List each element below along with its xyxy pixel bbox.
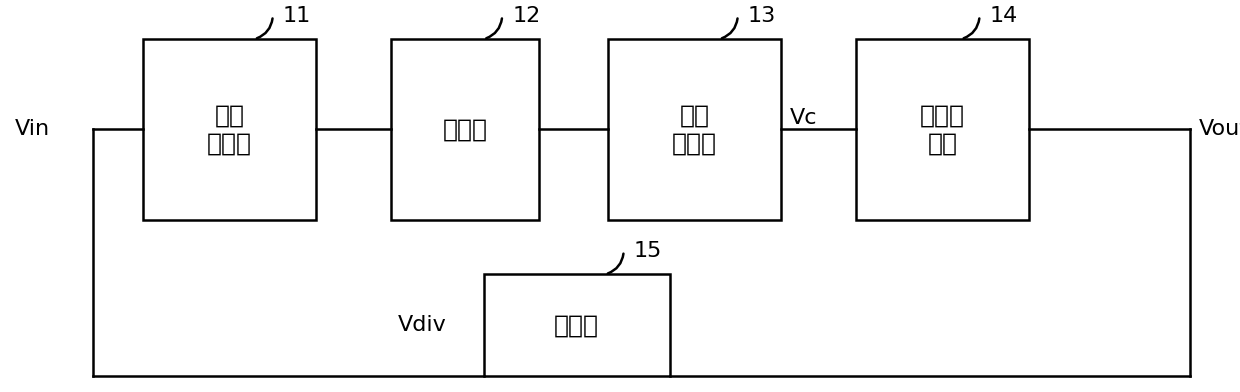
- Text: 环路
滤波器: 环路 滤波器: [672, 103, 717, 155]
- Text: 13: 13: [748, 5, 776, 26]
- Text: 鉴频
鉴相器: 鉴频 鉴相器: [207, 103, 252, 155]
- Text: 分频器: 分频器: [554, 313, 599, 338]
- Text: Vin: Vin: [15, 118, 50, 139]
- Bar: [391, 39, 539, 220]
- Bar: [856, 39, 1029, 220]
- Text: 12: 12: [512, 5, 541, 26]
- Text: 电荷泵: 电荷泵: [443, 117, 487, 142]
- Text: 14: 14: [990, 5, 1018, 26]
- Bar: [608, 39, 781, 220]
- Text: 压控振
荡器: 压控振 荡器: [920, 103, 965, 155]
- Bar: [143, 39, 316, 220]
- Bar: [484, 274, 670, 376]
- Text: Vout: Vout: [1199, 118, 1240, 139]
- Text: Vdiv: Vdiv: [398, 315, 446, 336]
- Text: 11: 11: [283, 5, 311, 26]
- Text: Vc: Vc: [790, 107, 817, 128]
- Text: 15: 15: [634, 241, 662, 261]
